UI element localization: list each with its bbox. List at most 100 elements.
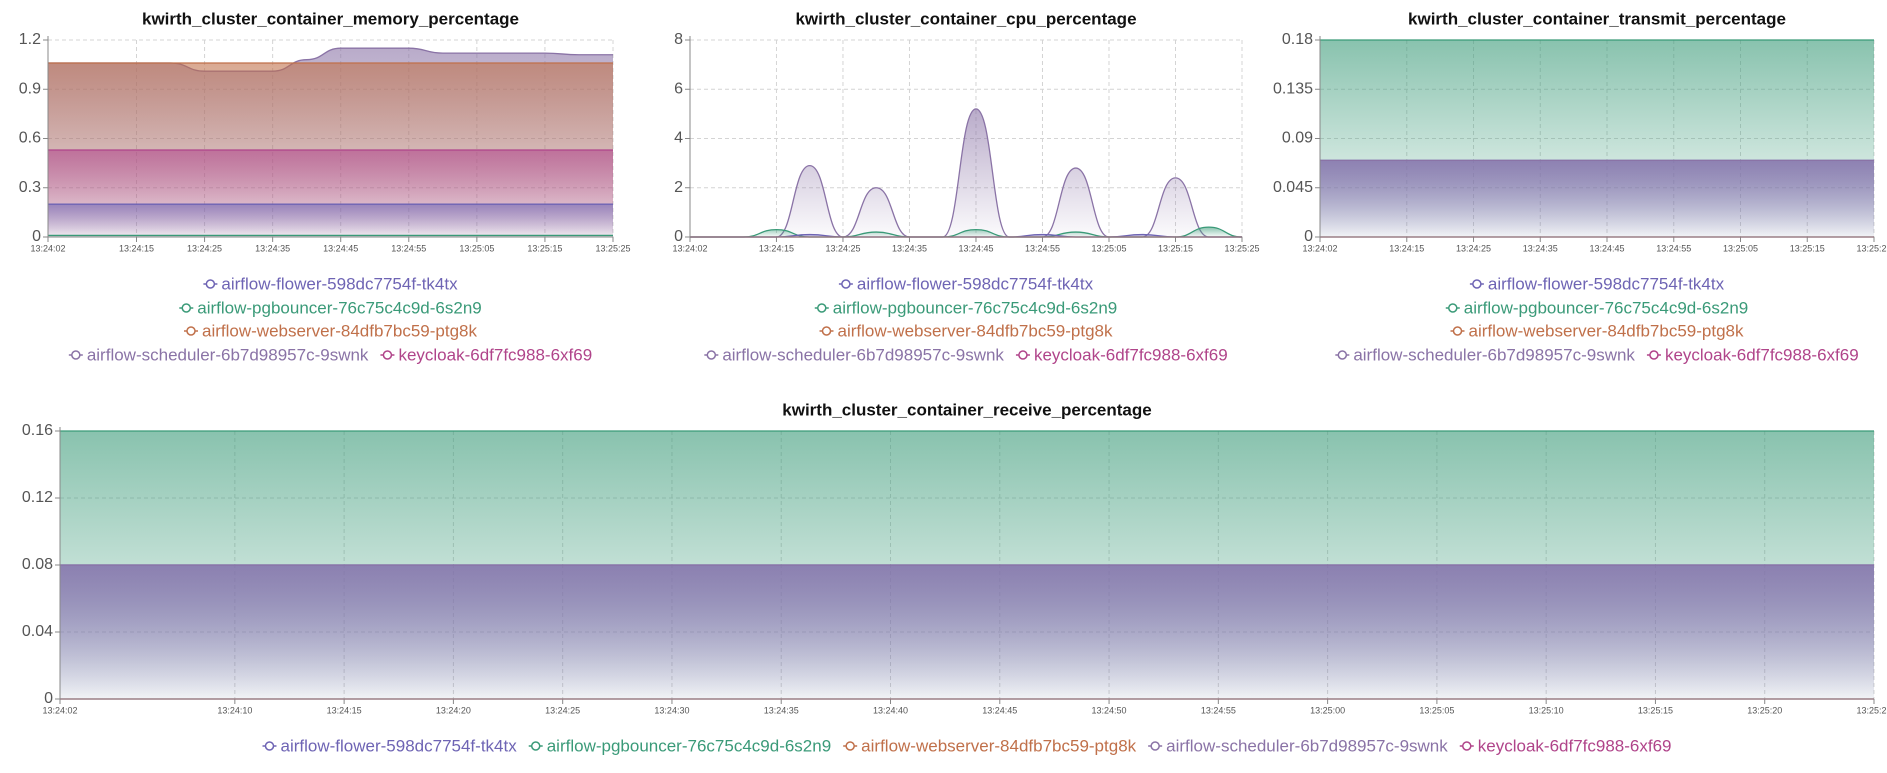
legend-marker xyxy=(1472,279,1482,289)
legend-item: airflow-flower-598dc7754f-tk4tx xyxy=(1469,274,1725,293)
legend-marker xyxy=(205,279,216,289)
x-tick-label: 13:25:15 xyxy=(1790,243,1825,253)
legend-label: keycloak-6df7fc988-6xf69 xyxy=(1665,345,1859,364)
x-tick-label: 13:24:35 xyxy=(764,705,799,715)
x-tick-label: 13:24:55 xyxy=(1656,243,1691,253)
x-tick-label: 13:24:15 xyxy=(327,705,362,715)
area-fill xyxy=(690,227,1242,237)
x-tick-label: 13:24:25 xyxy=(1456,243,1491,253)
x-tick-label: 13:25:10 xyxy=(1529,705,1564,715)
legend-label: airflow-pgbouncer-76c75c4c9d-6s2n9 xyxy=(833,298,1117,317)
legend-label: airflow-flower-598dc7754f-tk4tx xyxy=(221,274,458,293)
x-tick-label: 13:25:05 xyxy=(1723,243,1758,253)
x-tick-label: 13:24:20 xyxy=(436,705,471,715)
legend-label: airflow-pgbouncer-76c75c4c9d-6s2n9 xyxy=(197,298,481,317)
legend-item: airflow-pgbouncer-76c75c4c9d-6s2n9 xyxy=(1445,298,1748,317)
x-tick-label: 13:24:30 xyxy=(654,705,689,715)
legend-item: airflow-pgbouncer-76c75c4c9d-6s2n9 xyxy=(528,736,831,755)
legend-item: airflow-flower-598dc7754f-tk4tx xyxy=(838,274,1094,293)
legend-marker xyxy=(1649,350,1659,360)
chart-title: kwirth_cluster_container_cpu_percentage xyxy=(795,9,1136,28)
legend-item: airflow-scheduler-6b7d98957c-9swnk xyxy=(704,345,1004,364)
area-fill xyxy=(48,204,613,237)
legend-item: airflow-pgbouncer-76c75c4c9d-6s2n9 xyxy=(179,298,482,317)
legend-marker xyxy=(186,326,196,336)
y-tick-label: 0.16 xyxy=(22,422,53,439)
x-tick-label: 13:24:35 xyxy=(1523,243,1558,253)
x-tick-label: 13:24:45 xyxy=(982,705,1017,715)
legend-label: airflow-scheduler-6b7d98957c-9swnk xyxy=(722,345,1004,364)
y-tick-label: 1.2 xyxy=(19,31,41,48)
legend-item: keycloak-6df7fc988-6xf69 xyxy=(1015,345,1228,364)
x-tick-label: 13:25:00 xyxy=(1310,705,1345,715)
x-tick-label: 13:24:25 xyxy=(545,705,580,715)
legend-item: airflow-webserver-84dfb7bc59-ptg8k xyxy=(1450,321,1744,340)
legend-marker xyxy=(841,279,851,289)
x-tick-label: 13:24:02 xyxy=(30,243,65,253)
legend-item: keycloak-6df7fc988-6xf69 xyxy=(380,345,592,364)
legend-item: keycloak-6df7fc988-6xf69 xyxy=(1646,345,1859,364)
x-tick-label: 13:24:15 xyxy=(1389,243,1424,253)
x-tick-label: 13:24:55 xyxy=(1025,243,1060,253)
chart-title: kwirth_cluster_container_receive_percent… xyxy=(782,400,1151,419)
y-tick-label: 0.04 xyxy=(22,623,53,640)
x-tick-label: 13:24:55 xyxy=(1201,705,1236,715)
x-tick-label: 13:25:15 xyxy=(1158,243,1193,253)
area-fill xyxy=(1320,160,1874,237)
y-tick-label: 0 xyxy=(44,690,53,707)
x-tick-label: 13:24:25 xyxy=(825,243,860,253)
legend-label: airflow-pgbouncer-76c75c4c9d-6s2n9 xyxy=(547,736,831,755)
x-tick-label: 13:24:55 xyxy=(391,243,426,253)
x-tick-label: 13:24:02 xyxy=(672,243,707,253)
chart-panel: kwirth_cluster_container_memory_percenta… xyxy=(19,9,631,364)
y-tick-label: 0.09 xyxy=(1282,130,1313,147)
x-tick-label: 13:25:15 xyxy=(527,243,562,253)
legend-item: airflow-webserver-84dfb7bc59-ptg8k xyxy=(819,321,1113,340)
chart-panel: kwirth_cluster_container_transmit_percen… xyxy=(1273,9,1887,364)
x-tick-label: 13:24:45 xyxy=(1589,243,1624,253)
x-tick-label: 13:25:25 xyxy=(595,243,630,253)
legend-marker xyxy=(821,326,832,336)
y-tick-label: 0.045 xyxy=(1273,179,1313,196)
legend-marker xyxy=(1448,303,1458,313)
y-tick-label: 0.3 xyxy=(19,179,41,196)
x-tick-label: 13:24:15 xyxy=(119,243,154,253)
x-tick-label: 13:25:20 xyxy=(1747,705,1782,715)
y-tick-label: 0.135 xyxy=(1273,80,1313,97)
y-tick-label: 6 xyxy=(674,80,683,97)
x-tick-label: 13:25:05 xyxy=(459,243,494,253)
x-tick-label: 13:24:45 xyxy=(323,243,358,253)
legend-marker xyxy=(1462,741,1472,751)
legend-item: airflow-flower-598dc7754f-tk4tx xyxy=(203,274,458,293)
x-tick-label: 13:25:25 xyxy=(1856,705,1887,715)
legend-marker xyxy=(264,741,275,751)
x-tick-label: 13:24:35 xyxy=(892,243,927,253)
y-tick-label: 4 xyxy=(674,130,683,147)
legend-label: airflow-flower-598dc7754f-tk4tx xyxy=(857,274,1094,293)
y-tick-label: 0 xyxy=(674,228,683,245)
legend-item: airflow-webserver-84dfb7bc59-ptg8k xyxy=(843,736,1137,755)
x-tick-label: 13:24:35 xyxy=(255,243,290,253)
legend-item: airflow-webserver-84dfb7bc59-ptg8k xyxy=(184,321,477,340)
chart-title: kwirth_cluster_container_transmit_percen… xyxy=(1408,9,1786,28)
legend-marker xyxy=(817,303,827,313)
legend-label: airflow-webserver-84dfb7bc59-ptg8k xyxy=(202,321,477,340)
legend-marker xyxy=(530,741,541,751)
chart-panel: kwirth_cluster_container_receive_percent… xyxy=(22,400,1887,755)
y-tick-label: 0.18 xyxy=(1282,31,1313,48)
legend-marker xyxy=(1150,741,1160,751)
x-tick-label: 13:25:25 xyxy=(1856,243,1887,253)
x-tick-label: 13:25:05 xyxy=(1419,705,1454,715)
x-tick-label: 13:25:05 xyxy=(1091,243,1126,253)
x-tick-label: 13:24:02 xyxy=(42,705,77,715)
legend-label: airflow-webserver-84dfb7bc59-ptg8k xyxy=(1469,321,1744,340)
legend-marker xyxy=(71,350,81,360)
legend-item: airflow-scheduler-6b7d98957c-9swnk xyxy=(1148,736,1448,755)
legend-label: keycloak-6df7fc988-6xf69 xyxy=(1478,736,1672,755)
legend-label: airflow-scheduler-6b7d98957c-9swnk xyxy=(87,345,369,364)
x-tick-label: 13:24:25 xyxy=(187,243,222,253)
legend-label: airflow-webserver-84dfb7bc59-ptg8k xyxy=(838,321,1113,340)
x-tick-label: 13:24:45 xyxy=(958,243,993,253)
legend-marker xyxy=(1337,350,1348,360)
